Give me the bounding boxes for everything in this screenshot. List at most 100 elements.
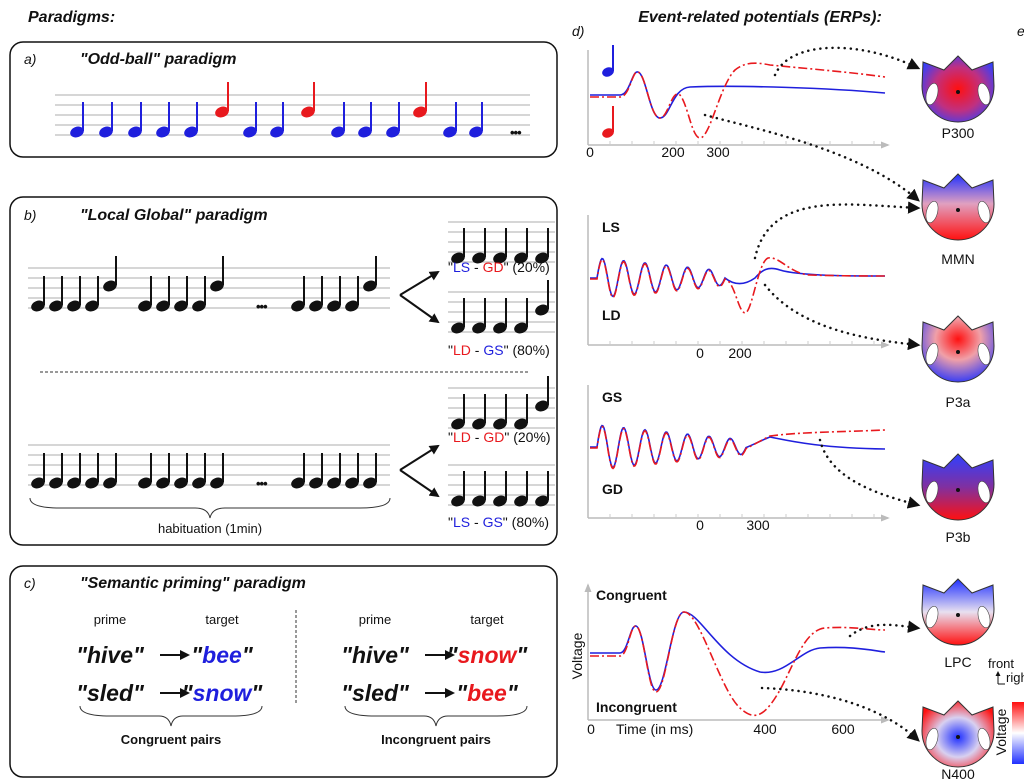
label: b) [24, 207, 36, 223]
label: "LS - GS" (80%) [448, 514, 549, 530]
label: a) [24, 51, 36, 67]
label-part: snow [458, 642, 519, 668]
label: P3b [946, 529, 971, 545]
curve-dashed [590, 63, 885, 138]
label-part: " [251, 680, 263, 706]
label: Incongruent [596, 699, 677, 715]
label: d) [572, 23, 584, 39]
label: P300 [942, 125, 975, 141]
arrow [400, 272, 438, 295]
electrode [956, 90, 960, 94]
label-part: " [242, 642, 254, 668]
label: Event-related potentials (ERPs): [638, 9, 882, 26]
label-part: LS [453, 514, 470, 530]
label-part: snow [193, 680, 254, 706]
label: 600 [831, 721, 855, 737]
label: "Local Global" paradigm [80, 207, 268, 224]
label: "hive" [341, 642, 410, 668]
label: "hive" [76, 642, 145, 668]
label-part: GS [483, 514, 503, 530]
label-part: " (80%) [503, 514, 549, 530]
figure: Paradigms: Event-related potentials (ERPs… [0, 0, 1024, 782]
label: right [1006, 670, 1024, 685]
label: 0 [587, 721, 595, 737]
label: "snow" [447, 642, 529, 668]
label: 0 [696, 345, 704, 361]
label-part: " (20%) [504, 429, 550, 445]
label: LS [602, 219, 620, 235]
arrow [400, 470, 438, 496]
brace [80, 706, 262, 726]
label: GD [602, 481, 623, 497]
label-part: - [470, 259, 482, 275]
label-part: - [470, 514, 482, 530]
label: prime [359, 612, 392, 627]
label: 300 [746, 517, 770, 533]
label: prime [94, 612, 127, 627]
label: ••• [510, 125, 522, 140]
label: 0 [586, 144, 594, 160]
dotted-arrow [775, 48, 918, 75]
label: 300 [706, 144, 730, 160]
label-part: " (20%) [504, 259, 550, 275]
electrode [956, 613, 960, 617]
label: GS [602, 389, 622, 405]
label-part: LD [453, 429, 471, 445]
label: "LS - GD" (20%) [448, 259, 550, 275]
label-part: LS [453, 259, 470, 275]
label: P3a [946, 394, 971, 410]
curve [590, 259, 885, 297]
label: target [205, 612, 239, 627]
brace [30, 498, 390, 518]
label-part: GS [483, 342, 503, 358]
label: 200 [661, 144, 685, 160]
panel-b-box [10, 197, 557, 545]
label-part: bee [202, 642, 242, 668]
label: c) [24, 575, 36, 591]
dotted-arrow [755, 205, 918, 258]
electrode [956, 350, 960, 354]
label: "Semantic priming" paradigm [80, 575, 306, 592]
label: habituation (1min) [158, 521, 262, 536]
label: "Odd-ball" paradigm [80, 51, 237, 68]
electrode [956, 208, 960, 212]
label-part: GD [483, 259, 504, 275]
label: Voltage [993, 708, 1009, 755]
label-part: - [471, 342, 483, 358]
label: "snow" [182, 680, 264, 706]
label-part: bee [467, 680, 507, 706]
label: 200 [728, 345, 752, 361]
label: front [988, 656, 1014, 671]
arrow [400, 446, 438, 470]
label-part: LD [453, 342, 471, 358]
brace [345, 706, 527, 726]
label: 0 [696, 517, 704, 533]
label: ••• [256, 476, 268, 491]
dotted-arrow [820, 440, 918, 505]
label-part: " (80%) [504, 342, 550, 358]
electrode [956, 735, 960, 739]
label: MMN [941, 251, 974, 267]
label: Incongruent pairs [381, 732, 491, 747]
colorbar [1012, 702, 1024, 764]
label: Time (in ms) [616, 721, 693, 737]
dotted-arrow [705, 115, 918, 200]
curve [590, 72, 885, 118]
label: "sled" [341, 680, 410, 706]
label: "LD - GS" (80%) [448, 342, 550, 358]
label: e [1017, 23, 1024, 39]
label: target [470, 612, 504, 627]
label-part: " [516, 642, 528, 668]
label: Congruent pairs [121, 732, 221, 747]
label: "LD - GD" (20%) [448, 429, 551, 445]
label-part: GD [483, 429, 504, 445]
label: N400 [941, 766, 975, 782]
electrode [956, 488, 960, 492]
label-part: " [507, 680, 519, 706]
label: ••• [256, 299, 268, 314]
arrow [400, 295, 438, 322]
curve [590, 612, 885, 690]
label: Paradigms: [28, 9, 115, 26]
label: "bee" [456, 680, 519, 706]
label: Congruent [596, 587, 667, 603]
